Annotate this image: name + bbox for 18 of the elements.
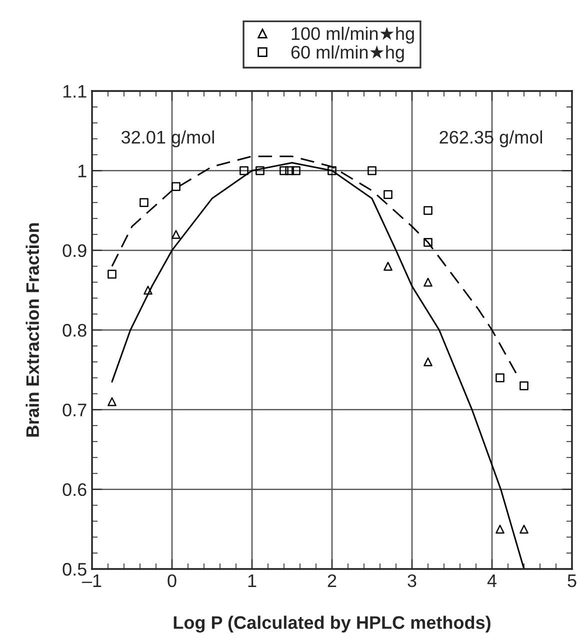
x-tick-label: 0: [168, 574, 176, 588]
y-tick-label: 0.8: [62, 324, 86, 337]
y-tick-label: 0.9: [62, 244, 86, 258]
y-tick-label: 0.5: [62, 562, 86, 576]
x-tick-label: –1: [82, 574, 102, 587]
y-tick-label: 0.7: [62, 404, 86, 416]
x-tick-label: 2: [328, 574, 336, 587]
legend-label: 100 ml/min★hg: [292, 26, 414, 44]
y-axis-title: Brain Extraction Fraction: [26, 223, 40, 437]
y-tick-label: 1: [78, 164, 86, 178]
x-axis-title: Log P (Calculated by HPLC methods): [174, 616, 490, 633]
x-tick-label: 3: [408, 574, 416, 588]
x-tick-label: 4: [487, 574, 496, 587]
legend-label: 60 ml/min★hg: [291, 45, 404, 62]
x-tick-label: 1: [248, 574, 256, 587]
y-tick-label: 1.1: [63, 85, 86, 98]
y-tick-label: 0.6: [62, 483, 86, 496]
x-tick-label: 5: [568, 574, 576, 588]
